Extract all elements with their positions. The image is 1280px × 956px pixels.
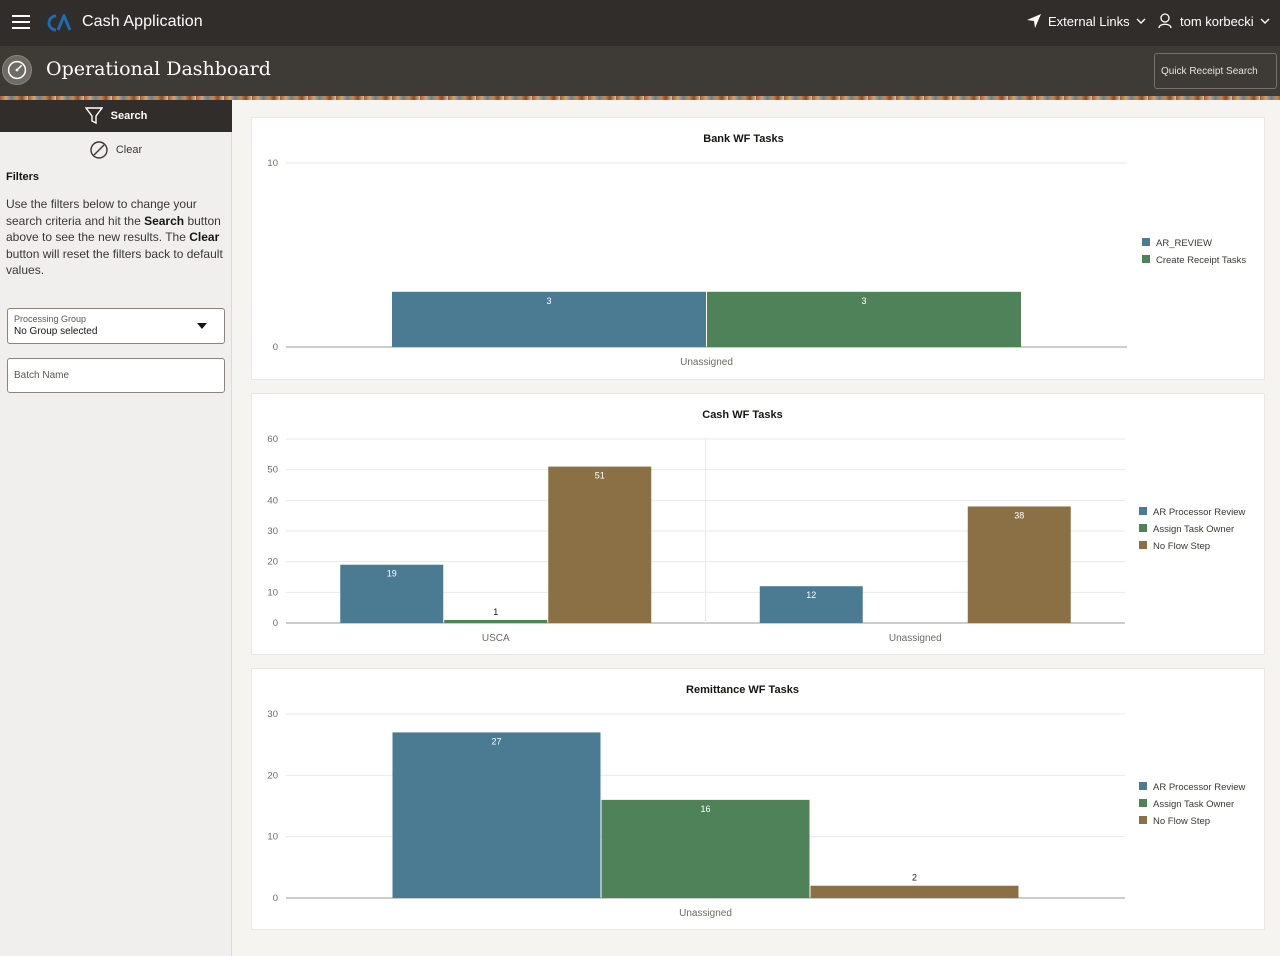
- legend-swatch: [1139, 541, 1147, 549]
- x-category-label: USCA: [482, 633, 510, 644]
- user-icon: [1158, 13, 1172, 29]
- bar[interactable]: [392, 291, 706, 347]
- legend-label[interactable]: No Flow Step: [1153, 816, 1210, 827]
- y-tick-label: 0: [273, 618, 278, 629]
- navigation-arrow-icon: [1027, 14, 1041, 28]
- decorative-stripe: [0, 96, 1280, 100]
- search-button-label: Search: [110, 110, 148, 122]
- filters-heading: Filters: [6, 171, 40, 183]
- y-tick-label: 0: [273, 342, 278, 353]
- legend-swatch: [1142, 238, 1150, 246]
- bar[interactable]: [810, 885, 1019, 898]
- legend-label[interactable]: Assign Task Owner: [1153, 524, 1234, 535]
- bar-data-label: 38: [1014, 510, 1024, 520]
- page-title: Operational Dashboard: [46, 58, 271, 80]
- legend-label[interactable]: AR_REVIEW: [1156, 238, 1212, 249]
- bar-data-label: 3: [861, 296, 866, 306]
- bar[interactable]: [759, 586, 863, 623]
- bar[interactable]: [967, 506, 1071, 623]
- x-category-label: Unassigned: [679, 908, 732, 919]
- remittance-wf-tasks-chart: Remittance WF Tasks 0 10 20 30 Unassigned 27 16…: [267, 684, 1246, 919]
- batch-name-input[interactable]: [7, 358, 225, 393]
- bar-data-label: 3: [546, 296, 551, 306]
- clear-button[interactable]: Clear: [0, 134, 232, 166]
- y-tick-label: 10: [267, 587, 278, 598]
- search-button[interactable]: Search: [0, 100, 232, 132]
- legend-swatch: [1139, 816, 1147, 824]
- dropdown-caret-icon: [197, 323, 207, 329]
- chevron-down-icon: [1136, 18, 1146, 24]
- oracle-logo-icon: [47, 14, 72, 32]
- y-tick-label: 10: [267, 832, 278, 843]
- app-title[interactable]: Cash Application: [82, 13, 203, 30]
- legend-swatch: [1139, 524, 1147, 532]
- bar[interactable]: [601, 799, 810, 898]
- quick-receipt-search-button[interactable]: Quick Receipt Search: [1154, 53, 1277, 89]
- processing-group-label: Processing Group: [14, 314, 87, 324]
- legend-swatch: [1139, 782, 1147, 790]
- remittance-wf-tasks-panel: Remittance WF Tasks 0 10 20 30 Unassigned 27 16…: [251, 668, 1265, 930]
- y-tick-label: 40: [267, 495, 278, 506]
- clear-circle-slash-icon: [90, 141, 108, 159]
- bar[interactable]: [548, 466, 652, 623]
- user-name: tom korbecki: [1180, 13, 1254, 29]
- bar-data-label: 27: [491, 736, 501, 746]
- external-links-menu[interactable]: External Links: [1026, 13, 1152, 29]
- bar-data-label: 1: [493, 607, 498, 617]
- cash-wf-tasks-chart: Cash WF Tasks 0 10 20 30 40 50 60 USCA 19 1 51 Unass…: [267, 409, 1246, 644]
- bar[interactable]: [707, 291, 1021, 347]
- bank-wf-tasks-chart: Bank WF Tasks 0 10 Unassigned 3 3 AR_REVIEW Cre…: [267, 133, 1246, 368]
- filter-funnel-icon: [84, 107, 103, 125]
- x-category-label: Unassigned: [889, 633, 942, 644]
- bank-wf-tasks-panel: Bank WF Tasks 0 10 Unassigned 3 3 AR_REVIEW Cre…: [251, 117, 1265, 380]
- legend-label[interactable]: No Flow Step: [1153, 541, 1210, 552]
- help-text-part3: button will reset the filters back to de…: [6, 246, 223, 278]
- top-bar: [0, 0, 1280, 46]
- bar[interactable]: [340, 564, 444, 623]
- legend-label[interactable]: AR Processor Review: [1153, 507, 1246, 518]
- processing-group-value: No Group selected: [14, 326, 98, 337]
- legend-swatch: [1139, 507, 1147, 515]
- page-header: [0, 46, 1280, 96]
- legend-label[interactable]: Create Receipt Tasks: [1156, 255, 1246, 266]
- y-tick-label: 20: [267, 557, 278, 568]
- y-tick-label: 30: [267, 526, 278, 537]
- help-search-keyword: Search: [144, 213, 185, 228]
- bar-data-label: 16: [700, 804, 710, 814]
- processing-group-select[interactable]: Processing Group No Group selected: [7, 308, 225, 344]
- legend-label[interactable]: Assign Task Owner: [1153, 799, 1234, 810]
- y-tick-label: 10: [267, 158, 278, 169]
- y-tick-label: 20: [267, 770, 278, 781]
- bar[interactable]: [444, 619, 548, 623]
- help-text-part2: button above to see the new results. The: [6, 213, 221, 245]
- legend-swatch: [1139, 799, 1147, 807]
- user-menu[interactable]: tom korbecki: [1158, 13, 1270, 29]
- bar-data-label: 12: [806, 590, 816, 600]
- dashboard-gauge-icon: [2, 55, 32, 85]
- y-tick-label: 30: [267, 709, 278, 720]
- bar[interactable]: [392, 732, 601, 898]
- y-tick-label: 50: [267, 465, 278, 476]
- bar-data-label: 2: [912, 873, 917, 883]
- chart-title: Remittance WF Tasks: [686, 684, 799, 696]
- bar-data-label: 51: [595, 471, 605, 481]
- cash-wf-tasks-panel: Cash WF Tasks 0 10 20 30 40 50 60 USCA 19 1 51 Unass…: [251, 393, 1265, 655]
- clear-button-label: Clear: [115, 144, 143, 156]
- hamburger-menu-icon[interactable]: [12, 15, 30, 29]
- bar-data-label: 19: [387, 569, 397, 579]
- chart-title: Cash WF Tasks: [702, 409, 783, 421]
- y-tick-label: 60: [267, 434, 278, 445]
- help-clear-keyword: Clear: [189, 230, 220, 245]
- y-tick-label: 0: [273, 893, 278, 904]
- help-text-part1: Use the filters below to change your sea…: [6, 197, 197, 228]
- filter-sidebar: [0, 100, 232, 956]
- legend-label[interactable]: AR Processor Review: [1153, 782, 1246, 793]
- chevron-down-icon: [1260, 18, 1270, 24]
- chart-title: Bank WF Tasks: [703, 133, 784, 145]
- external-links-label: External Links: [1048, 13, 1130, 29]
- x-category-label: Unassigned: [680, 357, 733, 368]
- legend-swatch: [1142, 255, 1150, 263]
- filters-help-text: Use the filters below to change your sea…: [6, 196, 228, 279]
